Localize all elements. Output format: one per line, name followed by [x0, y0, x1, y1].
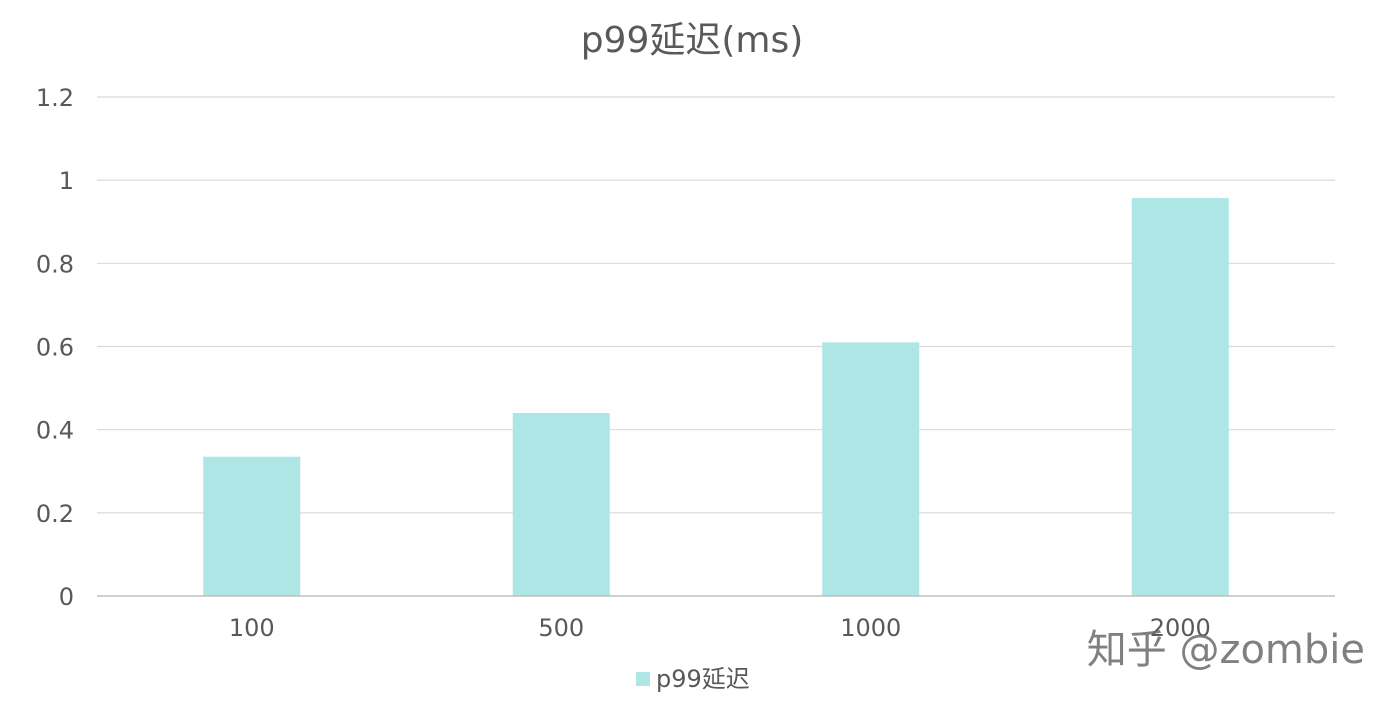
y-axis-ticks: 0 0.2 0.4 0.6 0.8 1 1.2	[36, 84, 74, 611]
x-tick-label: 500	[538, 614, 584, 642]
x-tick-label: 2000	[1150, 614, 1211, 642]
bars	[203, 198, 1229, 597]
bar-1000	[822, 342, 920, 596]
y-tick-label: 0.8	[36, 250, 74, 278]
y-tick-label: 0.2	[36, 500, 74, 528]
x-tick-label: 100	[229, 614, 275, 642]
y-tick-label: 0	[59, 583, 74, 611]
bar-2000	[1131, 198, 1229, 597]
legend: p99延迟	[636, 665, 750, 693]
y-tick-label: 0.4	[36, 417, 74, 445]
x-tick-label: 1000	[840, 614, 901, 642]
gridlines	[97, 96, 1335, 514]
y-tick-label: 1	[59, 167, 74, 195]
x-axis-ticks: 100 500 1000 2000	[229, 614, 1211, 642]
legend-label: p99延迟	[656, 665, 750, 693]
y-tick-label: 0.6	[36, 334, 74, 362]
chart-title: p99延迟(ms)	[581, 20, 804, 61]
y-tick-label: 1.2	[36, 84, 74, 112]
watermark-text: 知乎 @zombie	[1087, 627, 1365, 673]
bar-100	[203, 456, 301, 596]
legend-swatch	[636, 672, 650, 686]
bar-500	[512, 413, 610, 596]
